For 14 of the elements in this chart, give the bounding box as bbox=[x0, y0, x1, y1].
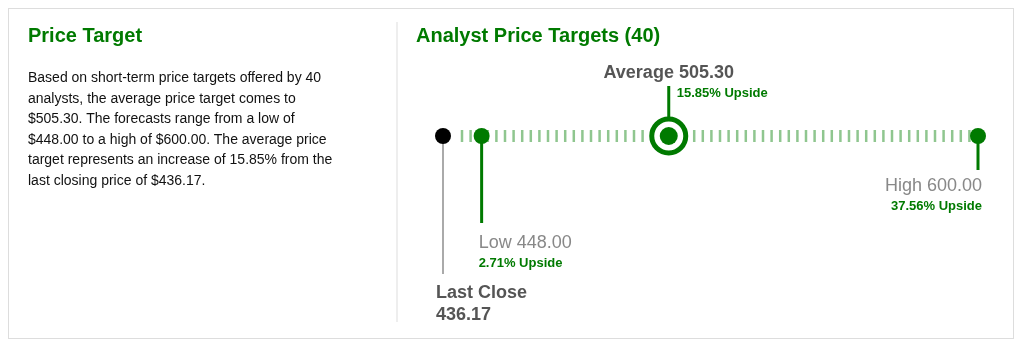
category-label: Low bbox=[478, 232, 512, 252]
data-label: 448.00 bbox=[516, 232, 572, 252]
category-label: Last Close bbox=[436, 282, 528, 302]
category-label: Average bbox=[603, 62, 674, 82]
category-label: High bbox=[884, 175, 922, 195]
text: Analyst Price Targets (40) bbox=[416, 24, 661, 46]
text: Price Target bbox=[28, 24, 143, 46]
text: 15.85% Upside bbox=[676, 85, 768, 100]
text: 2.71% Upside bbox=[478, 255, 563, 270]
data-label: 600.00 bbox=[926, 175, 982, 195]
text: 37.56% Upside bbox=[890, 198, 982, 213]
data-label: 505.30 bbox=[678, 62, 734, 82]
data-label: 436.17 bbox=[436, 304, 492, 324]
text: Based on short-term price targets offered by 40 analysts, the average price target comes to $505.30. The forecasts range from a low of $448.00 to a high of $600.00. The average price target represents an increase of 15.85% from the last closing price of $436.17. bbox=[28, 69, 333, 188]
